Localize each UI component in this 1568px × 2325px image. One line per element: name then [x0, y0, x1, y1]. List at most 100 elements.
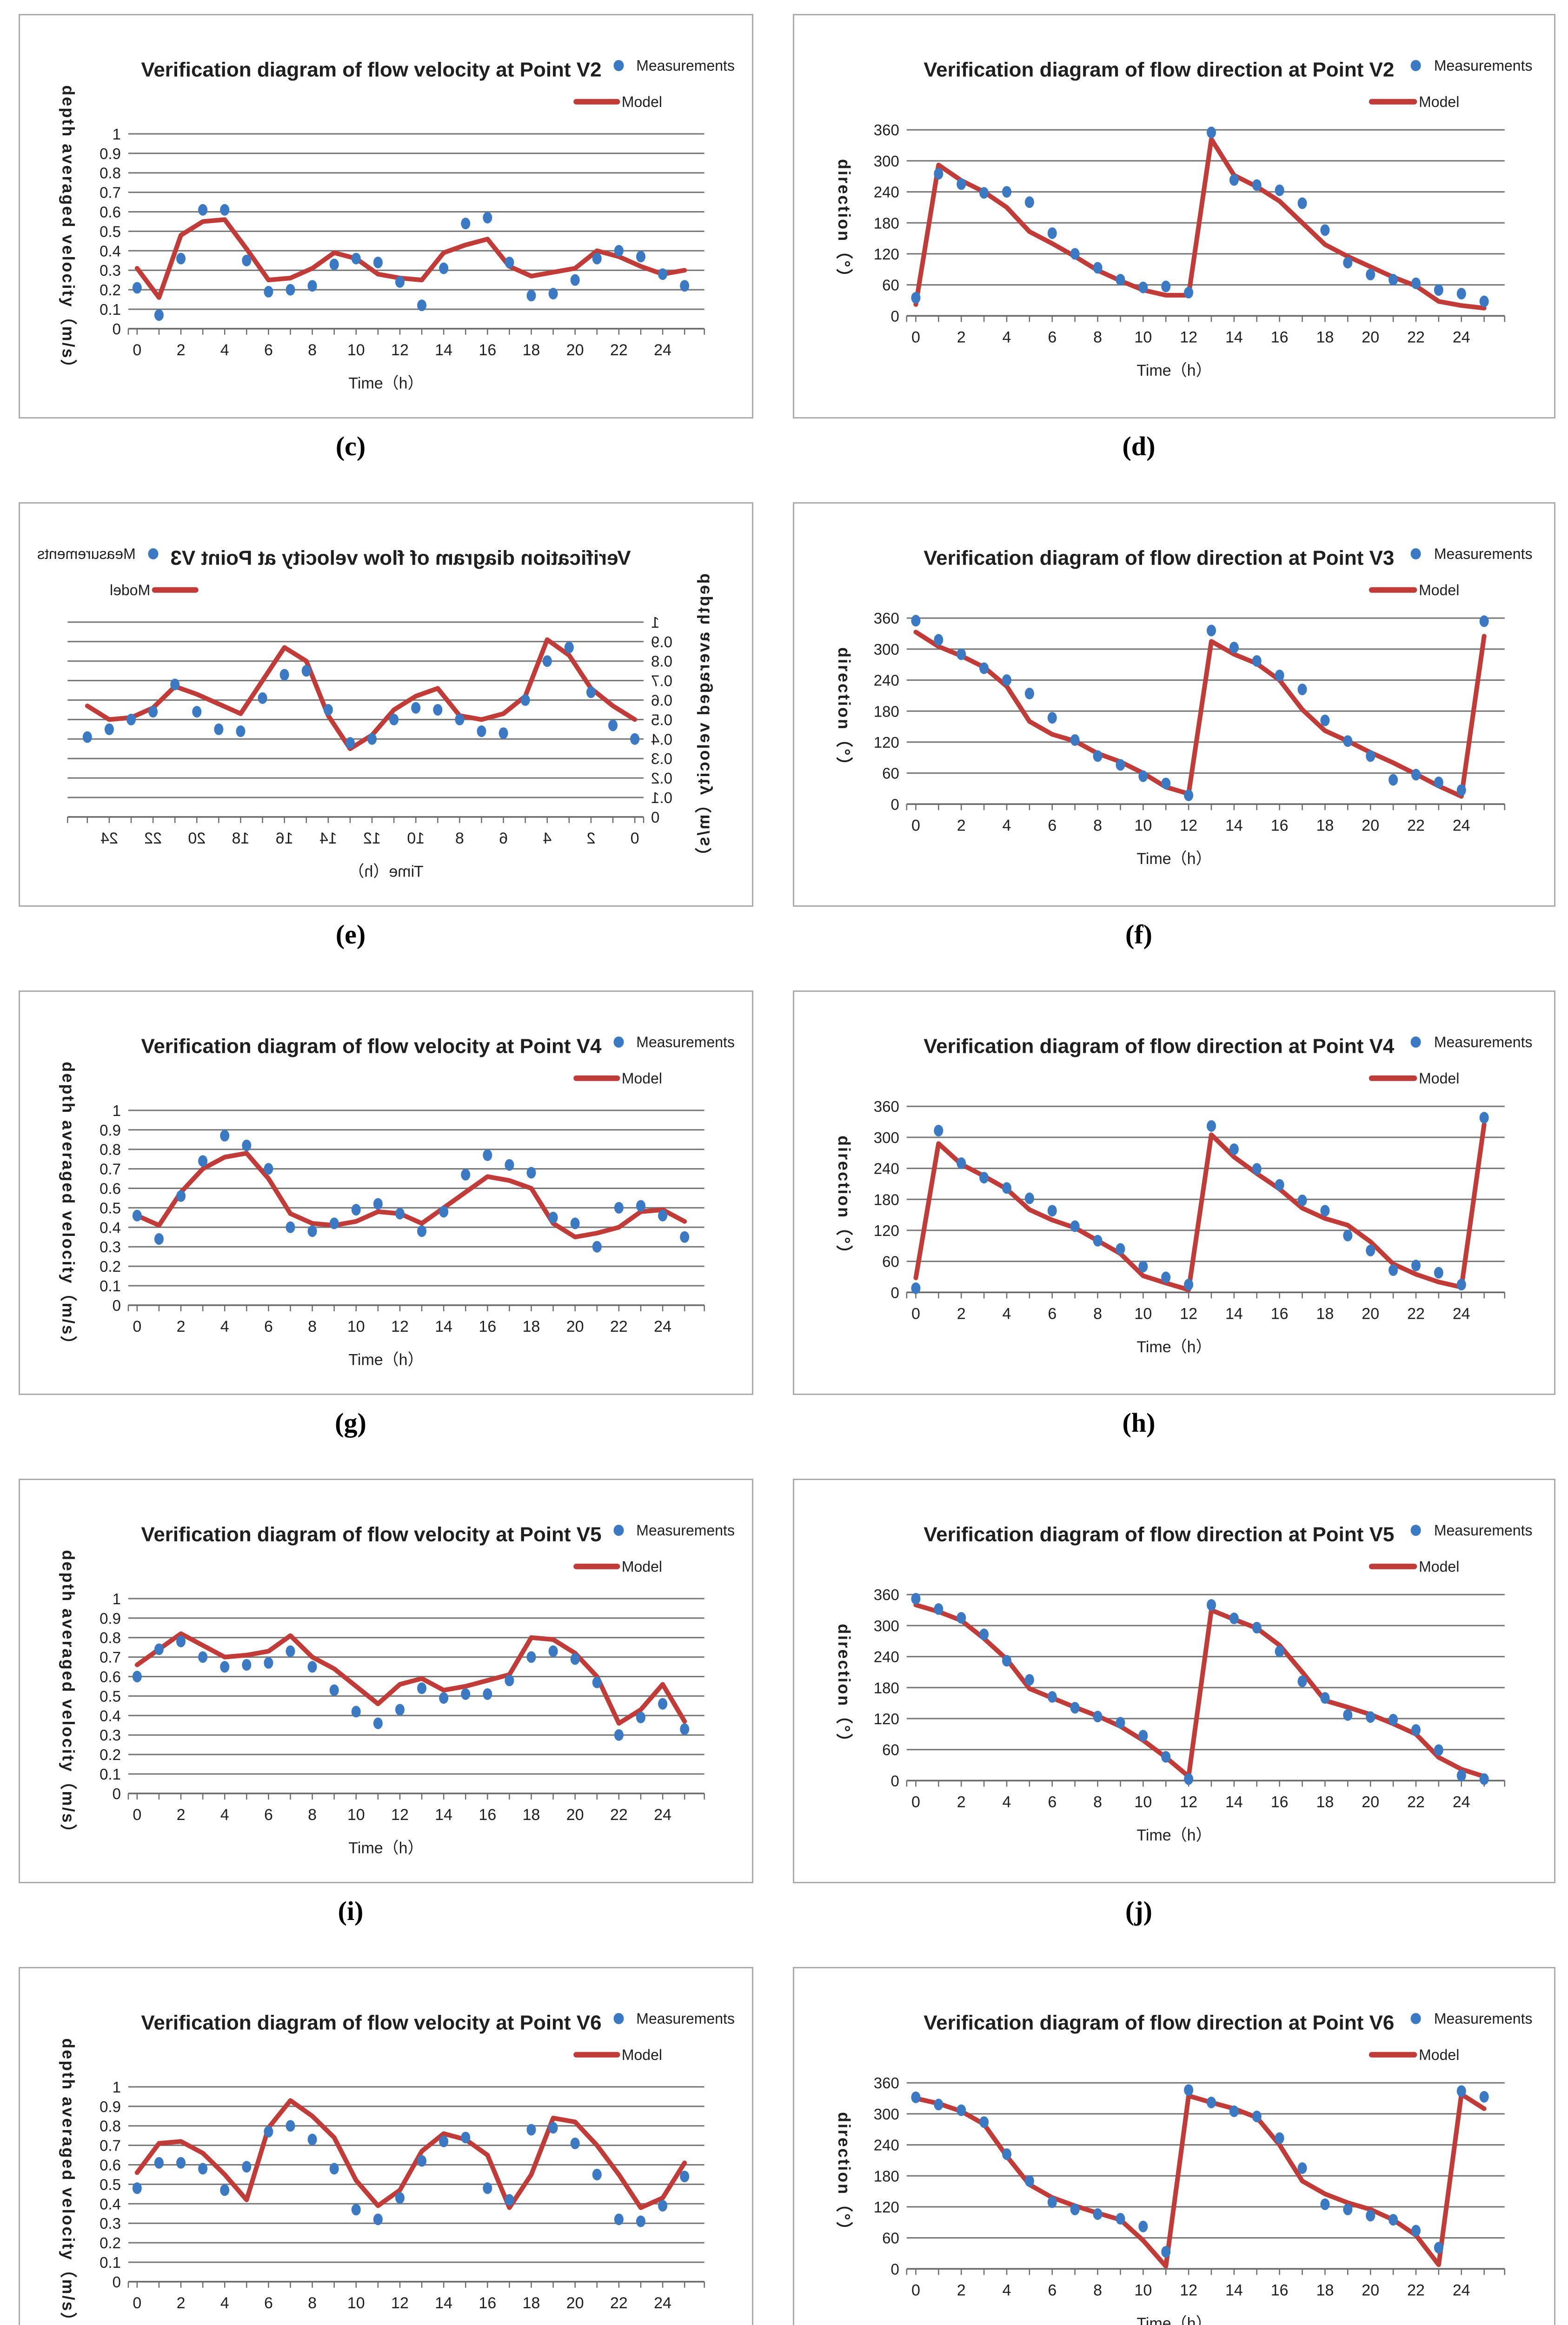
y-tick-label: 0.8: [100, 1629, 121, 1647]
measurement-point: [301, 665, 311, 677]
x-tick-label: 24: [100, 830, 118, 847]
y-tick-label: 1: [113, 126, 121, 143]
measurement-point: [1002, 1654, 1011, 1667]
chart-title: Verification diagram of flow direction a…: [924, 547, 1394, 570]
x-tick-label: 8: [308, 1806, 317, 1824]
measurement-point: [526, 290, 536, 302]
measurement-point: [329, 259, 339, 271]
model-line: [134, 1631, 687, 1726]
measurement-point: [132, 1670, 142, 1682]
y-tick-label: 0.9: [651, 633, 672, 651]
measurement-point: [1207, 126, 1216, 139]
x-tick-label: 0: [911, 1305, 920, 1322]
y-tick-label: 180: [874, 214, 899, 232]
x-tick-label: 16: [478, 2294, 496, 2312]
legend-model-label: Model: [1419, 2046, 1459, 2063]
measurement-point: [1297, 1194, 1307, 1206]
y-tick-label: 120: [874, 2199, 899, 2216]
legend-measurements-label: Measurements: [1434, 545, 1533, 562]
measurement-point: [433, 704, 443, 716]
model-line: [134, 2098, 687, 2210]
y-tick-label: 360: [874, 1586, 899, 1603]
measurement-point: [214, 723, 224, 735]
y-tick-label: 240: [874, 1648, 899, 1666]
measurement-point: [1297, 1675, 1307, 1687]
measurement-point: [1456, 1279, 1466, 1291]
chart-title: Verification diagram of flow direction a…: [924, 2012, 1394, 2034]
measurement-point: [1116, 1243, 1125, 1255]
measurement-point: [505, 1674, 514, 1687]
y-tick-label: 180: [874, 1679, 899, 1696]
measurement-point: [1002, 1182, 1011, 1194]
y-tick-label: 60: [882, 2230, 899, 2247]
y-tick-label: 0.4: [100, 1219, 121, 1236]
measurement-point: [1184, 1773, 1194, 1785]
measurement-point: [636, 1711, 646, 1723]
x-tick-label: 2: [957, 817, 966, 834]
measurement-point: [680, 2171, 690, 2183]
measurement-point: [1411, 769, 1421, 781]
measurement-point: [505, 1159, 514, 1171]
measurement-point: [1297, 2162, 1307, 2174]
y-tick-label: 0: [890, 307, 899, 325]
measurement-point: [934, 634, 943, 646]
panel-flow-direction-v4: 0 60 120 180 240 300 360 0 2 4 6 8 10 12 14 16 18 20 22 24 V…: [793, 990, 1555, 1395]
measurement-point: [1047, 712, 1057, 724]
measurement-point: [1275, 1179, 1284, 1191]
y-tick-label: 0.9: [100, 145, 121, 162]
measurement-point: [1138, 1261, 1148, 1273]
x-tick-label: 10: [1134, 2281, 1152, 2299]
legend-measurements-marker: [148, 548, 159, 559]
model-line: [913, 630, 1487, 799]
model-line: [913, 2092, 1487, 2269]
x-tick-label: 22: [1407, 817, 1425, 834]
legend-measurements-marker: [1410, 548, 1421, 559]
measurement-point: [1479, 1112, 1489, 1124]
measurement-point: [1479, 2091, 1489, 2103]
model-line: [913, 1122, 1487, 1292]
x-tick-label: 24: [654, 2294, 671, 2312]
x-tick-label: 2: [957, 328, 966, 346]
chart-e: 00.10.20.30.40.50.60.70.80.9102468101214…: [37, 545, 713, 881]
y-axis-label: direction（°）: [835, 647, 854, 775]
chart-title: Verification diagram of flow direction a…: [924, 59, 1394, 81]
x-tick-label: 18: [523, 341, 540, 359]
measurement-point: [1389, 1714, 1398, 1726]
measurement-point: [1456, 2085, 1466, 2097]
y-axis-label: depth averaged velocity（m/s）: [59, 1550, 78, 1842]
x-tick-label: 0: [133, 1806, 141, 1824]
measurement-point: [154, 2157, 164, 2169]
measurement-point: [934, 2099, 943, 2111]
measurement-point: [548, 2122, 558, 2134]
legend-measurements-label: Measurements: [1434, 1522, 1533, 1539]
measurement-point: [505, 2194, 514, 2206]
y-tick-label: 0.6: [651, 691, 672, 709]
x-tick-label: 6: [264, 341, 273, 359]
measurement-point: [1320, 714, 1330, 726]
model-line: [85, 637, 638, 751]
measurement-point: [132, 282, 142, 294]
measurement-point: [614, 245, 624, 257]
measurement-point: [957, 178, 966, 190]
measurement-point: [570, 1653, 580, 1665]
measurement-point: [1161, 280, 1171, 292]
y-axis-label: depth averaged velocity（m/s）: [59, 85, 78, 377]
measurement-point: [373, 2213, 383, 2225]
legend-measurements-marker: [1410, 60, 1421, 71]
measurement-point: [461, 218, 471, 230]
measurement-point: [979, 2116, 989, 2128]
measurement-point: [461, 1688, 471, 1700]
measurement-point: [1343, 1229, 1353, 1242]
y-tick-label: 0.7: [100, 1161, 121, 1178]
y-tick-label: 0.7: [100, 2137, 121, 2154]
measurement-point: [1411, 1724, 1421, 1736]
x-tick-label: 6: [1048, 1793, 1056, 1811]
y-tick-label: 0.3: [100, 2215, 121, 2232]
y-tick-label: 300: [874, 153, 899, 170]
x-tick-label: 8: [1093, 1793, 1102, 1811]
x-axis-label: Time（h）: [1136, 362, 1211, 379]
measurement-point: [1229, 1612, 1239, 1624]
legend-model-label: Model: [1419, 93, 1459, 110]
model-line: [134, 217, 687, 300]
